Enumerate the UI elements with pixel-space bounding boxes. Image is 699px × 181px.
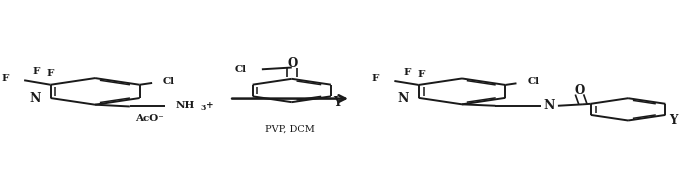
Text: F: F (403, 68, 410, 77)
Text: Y: Y (333, 96, 342, 109)
Text: 3: 3 (200, 104, 206, 112)
Text: Cl: Cl (527, 77, 539, 86)
Text: F: F (371, 74, 379, 83)
Text: O: O (575, 84, 584, 97)
Text: Cl: Cl (163, 77, 175, 86)
Text: +: + (206, 101, 214, 110)
Text: F: F (47, 69, 55, 78)
Text: F: F (33, 67, 41, 76)
Text: AcO⁻: AcO⁻ (135, 114, 164, 123)
Text: N: N (544, 99, 555, 112)
Text: O: O (287, 57, 298, 70)
Text: Y: Y (670, 114, 678, 127)
Text: N: N (29, 92, 41, 106)
Text: N: N (398, 92, 409, 105)
Text: F: F (1, 74, 8, 83)
Text: F: F (417, 70, 424, 79)
Text: Cl: Cl (235, 65, 247, 74)
Text: PVP, DCM: PVP, DCM (265, 125, 315, 134)
Text: NH: NH (175, 101, 195, 110)
